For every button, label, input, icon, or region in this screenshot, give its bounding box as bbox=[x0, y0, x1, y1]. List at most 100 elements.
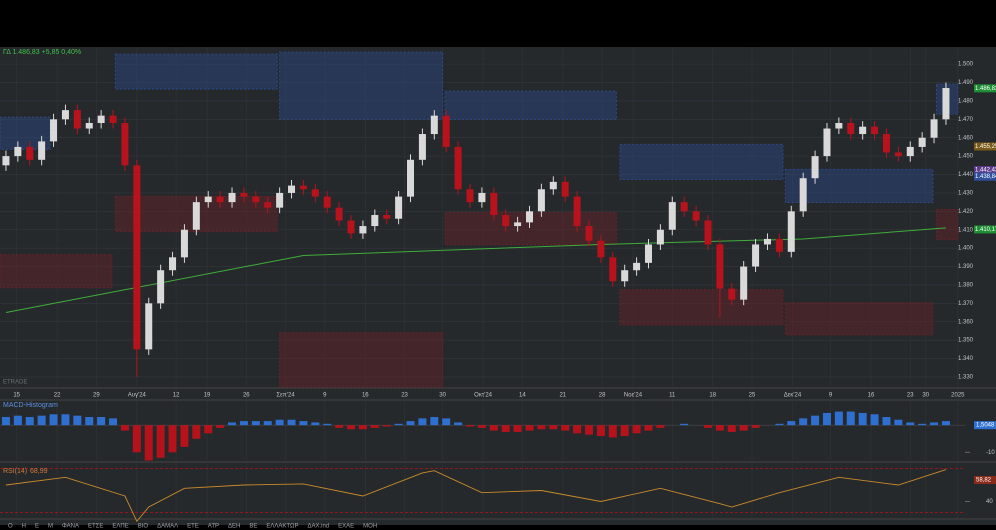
macd-bar bbox=[335, 425, 344, 428]
price-zone bbox=[444, 90, 617, 120]
macd-bar bbox=[584, 425, 593, 435]
candle-body bbox=[311, 189, 319, 197]
x-tick-label: 30 bbox=[439, 393, 446, 399]
candle-body bbox=[859, 126, 867, 135]
candle-body bbox=[799, 178, 807, 212]
toolbar-item[interactable]: ΒΙΟ bbox=[138, 524, 149, 530]
toolbar-item[interactable]: ΕΤΕ bbox=[187, 524, 199, 530]
price-tag bbox=[974, 84, 996, 93]
toolbar-item[interactable]: Μ bbox=[48, 524, 53, 530]
candle-body bbox=[157, 270, 165, 304]
candle-body bbox=[906, 146, 914, 157]
macd-bar bbox=[263, 421, 272, 426]
price-tag bbox=[974, 166, 996, 175]
macd-last-label: 1,5048 bbox=[976, 423, 995, 429]
candle-body bbox=[192, 202, 200, 230]
price-tag-label: 1.455,25 bbox=[975, 144, 996, 150]
y-tick-label: 1.390 bbox=[958, 264, 974, 270]
candle-body bbox=[787, 211, 795, 252]
macd-bar bbox=[347, 425, 356, 430]
candle-body bbox=[371, 215, 379, 227]
macd-bar bbox=[25, 417, 34, 426]
macd-bar bbox=[406, 421, 415, 426]
candle-body bbox=[478, 192, 486, 203]
macd-bar bbox=[239, 421, 248, 426]
macd-bar bbox=[656, 425, 665, 428]
toolbar-item[interactable]: ΔΑΧ.ind bbox=[307, 524, 329, 530]
candle-body bbox=[930, 119, 938, 138]
candle-body bbox=[26, 146, 34, 160]
macd-bar bbox=[168, 425, 177, 453]
macd-bar bbox=[608, 425, 617, 438]
candle-body bbox=[61, 110, 69, 120]
watermark: ETRADE bbox=[3, 380, 27, 386]
macd-bar bbox=[513, 425, 522, 432]
macd-bar bbox=[941, 421, 950, 426]
toolbar-item[interactable]: Η bbox=[22, 524, 26, 530]
candle-body bbox=[442, 115, 450, 147]
candle-body bbox=[597, 240, 605, 258]
candle-body bbox=[133, 165, 141, 350]
candle-body bbox=[490, 192, 498, 216]
macd-bar bbox=[858, 412, 867, 426]
toolbar-item[interactable]: Ε bbox=[35, 524, 39, 530]
macd-bar bbox=[537, 425, 546, 430]
macd-bar bbox=[156, 425, 165, 458]
macd-bar bbox=[930, 422, 939, 426]
candle-body bbox=[180, 229, 188, 258]
toolbar-item[interactable]: ΕΤΣΕ bbox=[88, 524, 103, 530]
x-tick-label: 16 bbox=[868, 393, 875, 399]
macd-bar bbox=[882, 417, 891, 426]
candle-body bbox=[323, 196, 331, 208]
toolbar-item[interactable]: ΑΤΡ bbox=[208, 524, 219, 530]
x-tick-label: Σεπ'24 bbox=[276, 393, 295, 399]
candle-body bbox=[561, 181, 569, 197]
candle-body bbox=[942, 88, 950, 120]
price-tag bbox=[974, 172, 996, 181]
toolbar-item[interactable]: ΒΕ bbox=[249, 524, 257, 530]
x-tick-label: 23 bbox=[401, 393, 408, 399]
toolbar-item[interactable]: ΕΛΠΕ bbox=[112, 524, 128, 530]
candle-body bbox=[752, 244, 760, 267]
x-tick-label: 29 bbox=[93, 393, 100, 399]
candle-body bbox=[692, 211, 700, 221]
toolbar-item[interactable]: ΜΟΗ bbox=[363, 524, 377, 530]
macd-bar bbox=[894, 419, 903, 426]
candle-body bbox=[894, 152, 902, 157]
candle-body bbox=[347, 220, 355, 234]
candle-body bbox=[716, 244, 724, 289]
macd-bar bbox=[561, 425, 570, 431]
x-tick-label: 9 bbox=[323, 393, 327, 399]
macd-bar bbox=[739, 425, 748, 431]
x-tick-label: 19 bbox=[204, 393, 211, 399]
candle-body bbox=[680, 202, 688, 212]
toolbar-item[interactable]: ΔΕΗ bbox=[228, 524, 240, 530]
chart-area bbox=[0, 47, 996, 525]
toolbar-item[interactable]: ΕΧΑΕ bbox=[338, 524, 354, 530]
candle-body bbox=[395, 196, 403, 219]
x-tick-label: 15 bbox=[13, 393, 20, 399]
candle-body bbox=[169, 257, 177, 271]
y-tick-label: 1.410 bbox=[958, 227, 974, 233]
x-tick-label: 12 bbox=[173, 393, 180, 399]
candle-body bbox=[276, 192, 284, 208]
candle-body bbox=[514, 222, 522, 227]
macd-bar bbox=[549, 425, 558, 430]
macd-bar bbox=[382, 425, 391, 427]
macd-bar bbox=[846, 411, 855, 426]
macd-bar bbox=[109, 418, 118, 426]
candle-body bbox=[264, 202, 272, 208]
macd-bar bbox=[1, 417, 10, 426]
macd-bar bbox=[644, 425, 653, 431]
macd-bar bbox=[180, 425, 189, 447]
price-tag-label: 1.442,43 bbox=[975, 168, 996, 174]
toolbar-item[interactable]: ΦΑΝΑ bbox=[62, 524, 79, 530]
toolbar-item[interactable]: Ο bbox=[8, 524, 13, 530]
macd-bar bbox=[501, 425, 510, 432]
toolbar-item[interactable]: ΔΑΜΑΛ bbox=[157, 524, 178, 530]
toolbar-item[interactable]: ΕΛΛΑΚΤΩΡ bbox=[266, 524, 298, 530]
candle-body bbox=[811, 156, 819, 179]
y-tick-label: 1.420 bbox=[958, 209, 974, 215]
macd-bar bbox=[394, 423, 403, 426]
x-tick-label: Νοε'24 bbox=[624, 393, 643, 399]
